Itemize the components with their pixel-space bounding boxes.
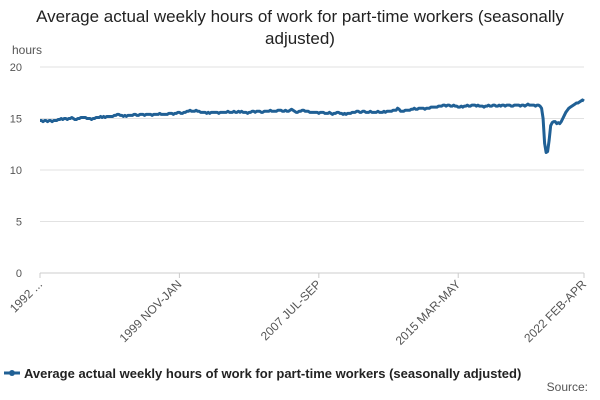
x-tick-label: 2022 FEB-APR [521, 277, 589, 345]
chart-title: Average actual weekly hours of work for … [36, 7, 564, 48]
data-line [40, 98, 585, 154]
x-tick-label: 2015 MAR-MAY [393, 277, 464, 348]
y-tick-label: 10 [10, 165, 22, 177]
legend-label: Average actual weekly hours of work for … [24, 366, 521, 381]
x-tick-label: 1999 NOV-JAN [117, 277, 185, 345]
y-tick-label: 20 [10, 62, 22, 74]
legend-marker [9, 370, 15, 376]
y-tick-label: 5 [16, 217, 22, 229]
y-tick-label: 15 [10, 114, 22, 126]
y-axis-label: hours [12, 43, 42, 57]
source: Source: [547, 380, 588, 394]
x-tick-label: 2007 JUL-SEP [258, 277, 324, 343]
x-tick-label: 1992 ... [7, 277, 45, 315]
y-tick-label: 0 [16, 268, 22, 280]
